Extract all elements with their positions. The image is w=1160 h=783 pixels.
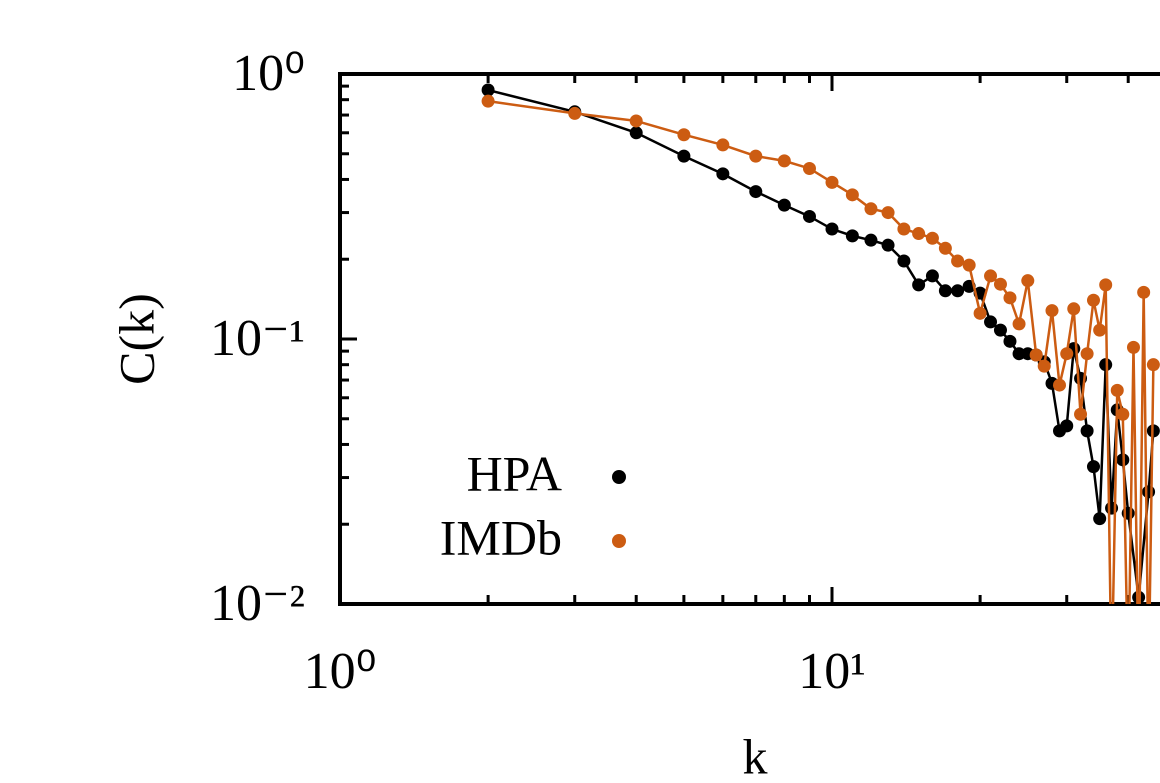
data-point: [1080, 347, 1094, 361]
data-point: [1093, 512, 1107, 526]
x-axis-label: k: [743, 728, 768, 783]
data-point: [951, 284, 965, 298]
data-point: [912, 278, 926, 292]
legend-marker: [612, 470, 626, 484]
plot-area: [481, 83, 1160, 690]
data-point: [993, 323, 1007, 337]
data-point: [1029, 348, 1043, 362]
data-point: [716, 167, 730, 181]
data-point: [629, 126, 643, 140]
y-tick-label: 10⁻¹: [210, 310, 305, 367]
data-point: [749, 185, 763, 199]
data-point: [993, 277, 1007, 291]
data-point: [1012, 317, 1026, 331]
data-point: [912, 227, 926, 241]
legend-label: IMDb: [440, 509, 562, 565]
series-line: [487, 88, 1155, 598]
data-point: [749, 149, 763, 163]
data-point: [1116, 407, 1130, 421]
data-point: [984, 315, 998, 329]
data-point: [1137, 285, 1151, 299]
data-point: [1126, 340, 1140, 354]
data-point: [1067, 302, 1081, 316]
legend-marker: [612, 534, 626, 548]
data-point: [951, 254, 965, 268]
data-point: [1060, 419, 1074, 433]
y-tick-label: 10⁻²: [210, 575, 305, 632]
data-point: [1086, 293, 1100, 307]
data-point: [802, 161, 816, 175]
data-point: [925, 231, 939, 245]
data-point: [1105, 677, 1118, 690]
data-point: [864, 202, 878, 216]
data-point: [1142, 677, 1155, 690]
y-tick-label: 10⁰: [232, 45, 305, 102]
data-point: [1003, 291, 1017, 305]
data-point: [881, 238, 895, 252]
data-point: [1110, 383, 1124, 397]
data-point: [481, 94, 495, 108]
data-point: [825, 175, 839, 189]
data-point: [1142, 485, 1156, 499]
y-axis-label: C(k): [108, 293, 164, 385]
x-tick-label: 10¹: [798, 643, 866, 700]
data-point: [1146, 358, 1160, 372]
data-point: [825, 222, 839, 236]
data-point: [881, 206, 895, 220]
data-point: [938, 284, 952, 298]
data-point: [1045, 304, 1059, 318]
data-point: [677, 149, 691, 163]
data-point: [845, 188, 859, 202]
data-point: [1132, 677, 1145, 690]
data-point: [973, 306, 987, 320]
data-point: [845, 229, 859, 243]
legend-label: HPA: [467, 445, 562, 501]
data-point: [1099, 278, 1113, 292]
data-point: [962, 258, 976, 272]
data-point: [802, 209, 816, 223]
data-point: [1060, 347, 1074, 361]
data-point: [925, 269, 939, 283]
data-point: [1074, 407, 1088, 421]
data-point: [481, 83, 495, 97]
data-point: [1052, 378, 1066, 392]
data-point: [1122, 677, 1135, 690]
data-point: [1037, 359, 1051, 373]
data-point: [777, 154, 791, 168]
data-point: [716, 138, 730, 152]
data-point: [568, 106, 582, 120]
data-point: [1003, 334, 1017, 348]
data-point: [984, 269, 998, 283]
x-tick-label: 10⁰: [304, 643, 377, 700]
data-point: [777, 198, 791, 212]
data-point: [629, 114, 643, 128]
data-point: [1021, 274, 1035, 288]
data-point: [1080, 424, 1094, 438]
data-point: [1086, 460, 1100, 474]
data-point: [897, 222, 911, 236]
data-point: [864, 233, 878, 247]
data-point: [897, 254, 911, 268]
data-point: [938, 241, 952, 255]
data-point: [1093, 323, 1107, 337]
data-point: [677, 128, 691, 142]
